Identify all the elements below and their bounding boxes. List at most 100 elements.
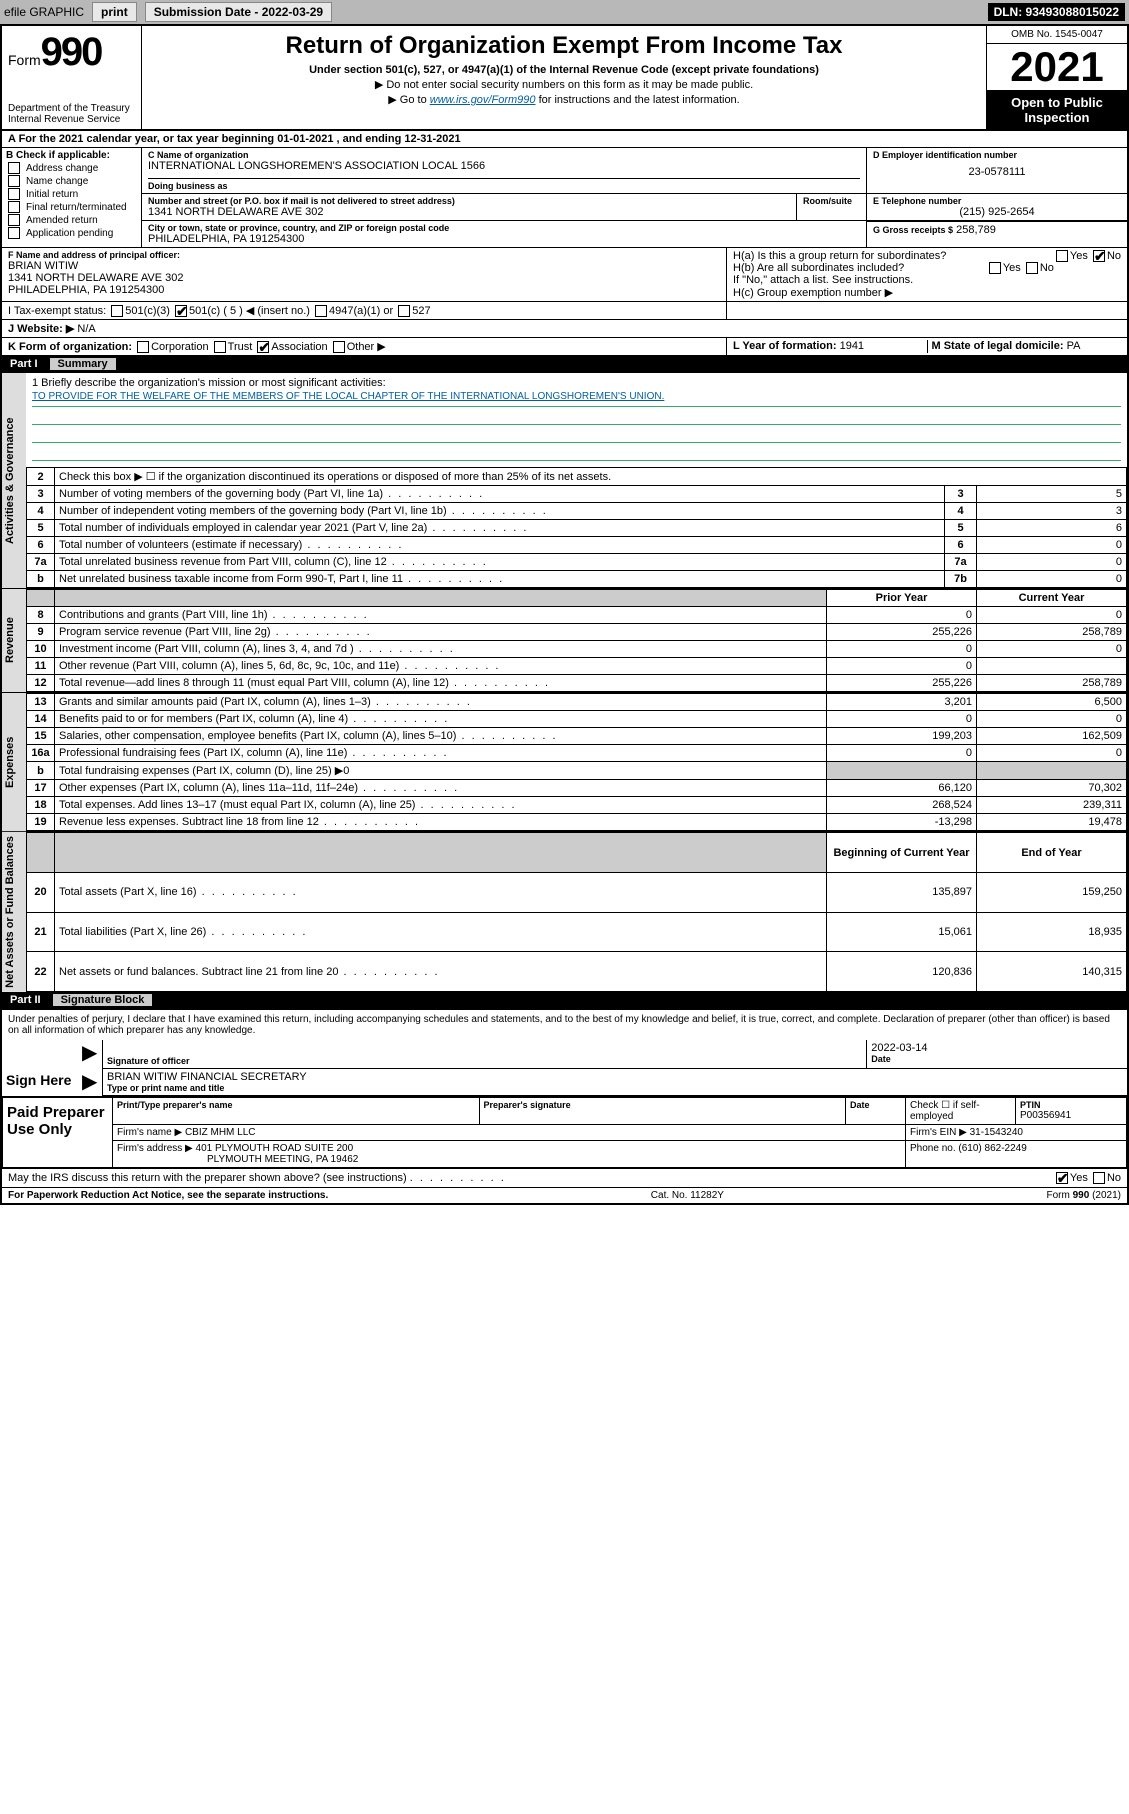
- section-e: E Telephone number (215) 925-2654: [867, 194, 1127, 220]
- chk-amended-return[interactable]: [8, 214, 20, 226]
- ptin-label: PTIN: [1020, 1100, 1122, 1110]
- print-button[interactable]: print: [92, 2, 137, 22]
- officer-name-cell: BRIAN WITIW FINANCIAL SECRETARY Type or …: [102, 1069, 1127, 1096]
- section-j: J Website: ▶ N/A: [2, 320, 1127, 337]
- i-label: I Tax-exempt status:: [8, 305, 106, 317]
- mission-block: 1 Briefly describe the organization's mi…: [26, 373, 1127, 467]
- firm-phone: (610) 862-2249: [958, 1143, 1026, 1154]
- omb-number: OMB No. 1545-0047: [987, 26, 1127, 44]
- phone-value: (215) 925-2654: [873, 206, 1121, 218]
- f-addr2: PHILADELPHIA, PA 191254300: [8, 284, 720, 296]
- table-row: 4Number of independent voting members of…: [27, 503, 1127, 520]
- footer-right: Form 990 (2021): [1047, 1190, 1121, 1201]
- lbl-final-return: Final return/terminated: [26, 202, 127, 213]
- m-label: M State of legal domicile:: [932, 340, 1064, 352]
- form-word: Form: [8, 52, 41, 68]
- chk-initial-return[interactable]: [8, 188, 20, 200]
- part1-label: Part I: [10, 358, 38, 370]
- city-value: PHILADELPHIA, PA 191254300: [148, 233, 860, 245]
- officer-name: BRIAN WITIW FINANCIAL SECRETARY: [107, 1071, 1123, 1083]
- lbl-4947: 4947(a)(1) or: [329, 305, 393, 317]
- f-addr1: 1341 NORTH DELAWARE AVE 302: [8, 272, 720, 284]
- chk-501c3[interactable]: [111, 305, 123, 317]
- room-cell: Room/suite: [797, 194, 867, 220]
- table-row: 13Grants and similar amounts paid (Part …: [27, 694, 1127, 711]
- header-center: Return of Organization Exempt From Incom…: [142, 26, 987, 129]
- chk-assoc[interactable]: [257, 341, 269, 353]
- chk-app-pending[interactable]: [8, 227, 20, 239]
- table-header: Prior YearCurrent Year: [27, 590, 1127, 607]
- chk-irs-yes[interactable]: [1056, 1172, 1068, 1184]
- may-irs-row: May the IRS discuss this return with the…: [2, 1168, 1127, 1187]
- table-row: 16aProfessional fundraising fees (Part I…: [27, 745, 1127, 762]
- chk-other[interactable]: [333, 341, 345, 353]
- section-g: G Gross receipts $ 258,789: [867, 221, 1127, 247]
- efile-toolbar: efile GRAPHIC print Submission Date - 20…: [0, 0, 1129, 24]
- footer-left: For Paperwork Reduction Act Notice, see …: [8, 1190, 328, 1201]
- line-a: A For the 2021 calendar year, or tax yea…: [2, 131, 1127, 148]
- part2-title: Signature Block: [53, 994, 153, 1006]
- table-row: 12Total revenue—add lines 8 through 11 (…: [27, 675, 1127, 692]
- form-number: Form990: [8, 30, 135, 75]
- mission-text: TO PROVIDE FOR THE WELFARE OF THE MEMBER…: [32, 391, 1121, 407]
- addr-value: 1341 NORTH DELAWARE AVE 302: [148, 206, 790, 218]
- lbl-app-pending: Application pending: [26, 228, 113, 239]
- note-ssn: ▶ Do not enter social security numbers o…: [150, 78, 978, 91]
- chk-address-change[interactable]: [8, 162, 20, 174]
- header-left: Form990 Department of the Treasury Inter…: [2, 26, 142, 129]
- row-j: J Website: ▶ N/A: [2, 320, 1127, 338]
- footer-center: Cat. No. 11282Y: [651, 1190, 724, 1201]
- ha-label: H(a) Is this a group return for subordin…: [733, 250, 946, 262]
- chk-ha-no[interactable]: [1093, 250, 1105, 262]
- chk-trust[interactable]: [214, 341, 226, 353]
- note-link: ▶ Go to www.irs.gov/Form990 for instruct…: [150, 93, 978, 106]
- firm-name: CBIZ MHM LLC: [185, 1127, 256, 1138]
- table-row: 15Salaries, other compensation, employee…: [27, 728, 1127, 745]
- governance-table: 2Check this box ▶ ☐ if the organization …: [26, 467, 1127, 588]
- ha-no: No: [1107, 250, 1121, 262]
- section-i: I Tax-exempt status: 501(c)(3) 501(c) ( …: [2, 302, 727, 319]
- ha-row: H(a) Is this a group return for subordin…: [733, 250, 1121, 262]
- addr-cell: Number and street (or P.O. box if mail i…: [142, 194, 797, 220]
- chk-527[interactable]: [398, 305, 410, 317]
- table-row: 17Other expenses (Part IX, column (A), l…: [27, 780, 1127, 797]
- dots-icon: [410, 1172, 506, 1184]
- side-netassets: Net Assets or Fund Balances: [2, 832, 26, 992]
- mission-blank1: [32, 409, 1121, 425]
- chk-hb-no[interactable]: [1026, 262, 1038, 274]
- mission-blank2: [32, 427, 1121, 443]
- chk-corp[interactable]: [137, 341, 149, 353]
- expenses-section: Expenses 13Grants and similar amounts pa…: [2, 692, 1127, 831]
- firm-ein: 31-1543240: [970, 1127, 1023, 1138]
- part1-header: Part I Summary: [2, 356, 1127, 372]
- section-lm: L Year of formation: 1941 M State of leg…: [727, 338, 1127, 355]
- lbl-address-change: Address change: [26, 163, 98, 174]
- prep-name-label: Print/Type preparer's name: [117, 1100, 475, 1110]
- dept-label: Department of the Treasury Internal Reve…: [8, 103, 135, 125]
- ein-label: D Employer identification number: [873, 150, 1121, 160]
- m-value: PA: [1067, 340, 1081, 352]
- chk-4947[interactable]: [315, 305, 327, 317]
- ptin-value: P00356941: [1020, 1110, 1122, 1121]
- irs-link[interactable]: www.irs.gov/Form990: [430, 94, 536, 106]
- chk-ha-yes[interactable]: [1056, 250, 1068, 262]
- chk-hb-yes[interactable]: [989, 262, 1001, 274]
- section-l: L Year of formation: 1941: [733, 340, 928, 353]
- efile-label: efile GRAPHIC: [4, 5, 84, 19]
- lbl-initial-return: Initial return: [26, 189, 78, 200]
- row-klm: K Form of organization: Corporation Trus…: [2, 338, 1127, 356]
- section-h-spill: [727, 302, 1127, 319]
- side-revenue: Revenue: [2, 589, 26, 692]
- sig-date-cell: 2022-03-14 Date: [866, 1040, 1127, 1069]
- q1-label: 1 Briefly describe the organization's mi…: [32, 377, 1121, 389]
- chk-501c[interactable]: [175, 305, 187, 317]
- chk-name-change[interactable]: [8, 175, 20, 187]
- chk-final-return[interactable]: [8, 201, 20, 213]
- hb-label: H(b) Are all subordinates included?: [733, 262, 904, 274]
- part2-label: Part II: [10, 994, 41, 1006]
- table-row: 14Benefits paid to or for members (Part …: [27, 711, 1127, 728]
- chk-irs-no[interactable]: [1093, 1172, 1105, 1184]
- note2-pre: ▶ Go to: [388, 94, 429, 106]
- part1-title: Summary: [50, 358, 116, 370]
- prep-date-label: Date: [850, 1100, 901, 1110]
